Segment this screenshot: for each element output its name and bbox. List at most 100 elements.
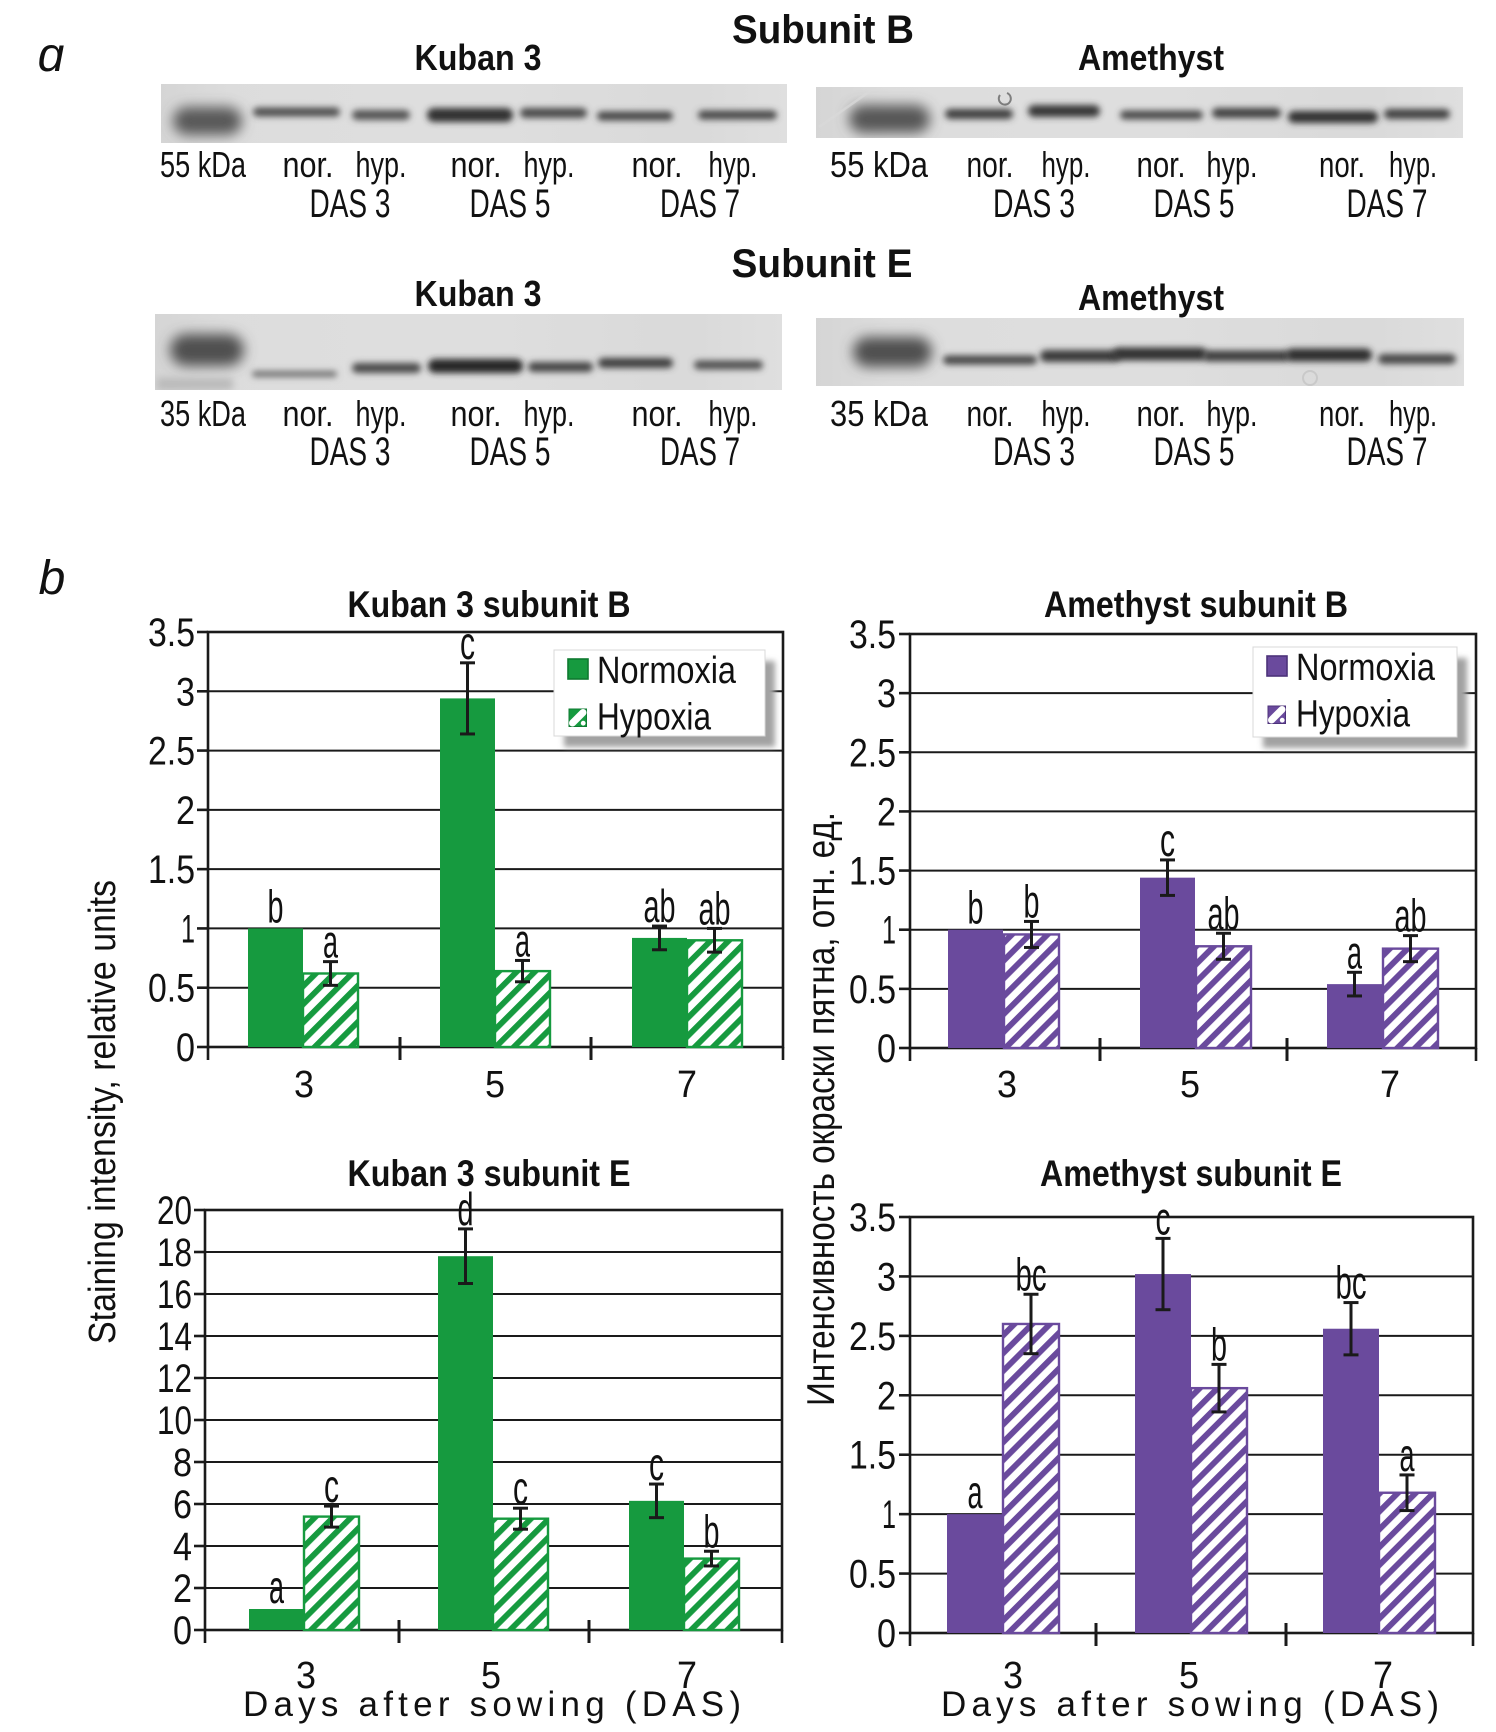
svg-text:5: 5	[1179, 1655, 1199, 1697]
svg-text:DAS 7: DAS 7	[660, 430, 740, 474]
svg-text:nor.: nor.	[1137, 144, 1186, 185]
svg-text:bc: bc	[1336, 1257, 1367, 1309]
svg-text:0.5: 0.5	[148, 967, 195, 1011]
svg-text:0: 0	[176, 1026, 195, 1070]
svg-text:0: 0	[877, 1612, 896, 1656]
svg-text:7: 7	[677, 1064, 697, 1106]
svg-text:ab: ab	[1208, 887, 1240, 939]
svg-text:Normoxia: Normoxia	[1296, 647, 1436, 689]
svg-text:ɑ: ɑ	[38, 29, 65, 82]
svg-text:nor.: nor.	[283, 393, 334, 434]
svg-text:hyp.: hyp.	[524, 144, 575, 185]
svg-text:b: b	[1211, 1318, 1227, 1370]
svg-text:5: 5	[1180, 1064, 1200, 1106]
svg-text:3: 3	[997, 1064, 1017, 1106]
svg-text:d: d	[458, 1183, 474, 1235]
svg-text:16: 16	[157, 1273, 192, 1317]
svg-text:20: 20	[157, 1189, 192, 1233]
svg-text:DAS 3: DAS 3	[310, 430, 391, 474]
svg-text:hyp.: hyp.	[709, 393, 758, 434]
svg-text:18: 18	[157, 1231, 192, 1275]
svg-text:Amethyst: Amethyst	[1078, 277, 1224, 318]
svg-text:6: 6	[173, 1483, 192, 1527]
svg-text:ab: ab	[1395, 890, 1427, 942]
svg-text:b: b	[704, 1505, 720, 1557]
svg-text:nor.: nor.	[632, 393, 683, 434]
svg-text:Kuban 3 subunit B: Kuban 3 subunit B	[348, 584, 631, 625]
svg-text:Kuban 3: Kuban 3	[415, 37, 542, 78]
svg-text:8: 8	[173, 1441, 192, 1485]
svg-text:3: 3	[294, 1064, 314, 1106]
svg-text:7: 7	[1380, 1064, 1400, 1106]
svg-text:DAS 3: DAS 3	[310, 182, 391, 226]
svg-text:DAS 7: DAS 7	[660, 182, 740, 226]
svg-text:Kuban 3 subunit E: Kuban 3 subunit E	[348, 1153, 631, 1194]
svg-text:hyp.: hyp.	[356, 393, 407, 434]
svg-text:nor.: nor.	[451, 144, 502, 185]
svg-text:nor.: nor.	[451, 393, 502, 434]
svg-text:c: c	[1160, 814, 1175, 866]
svg-text:a: a	[323, 916, 338, 968]
svg-text:3.5: 3.5	[849, 1196, 896, 1240]
svg-text:3: 3	[877, 672, 896, 716]
svg-text:c: c	[513, 1462, 528, 1514]
svg-text:Subunit B: Subunit B	[732, 8, 914, 52]
svg-text:1: 1	[882, 1493, 896, 1537]
svg-text:14: 14	[157, 1315, 192, 1359]
svg-text:0: 0	[877, 1027, 896, 1071]
svg-text:0.5: 0.5	[849, 1553, 896, 1597]
svg-text:nor.: nor.	[1137, 393, 1186, 434]
svg-text:Subunit E: Subunit E	[732, 242, 913, 286]
svg-text:hyp.: hyp.	[1389, 393, 1437, 434]
svg-text:DAS 7: DAS 7	[1347, 430, 1428, 474]
svg-text:1: 1	[181, 907, 195, 951]
svg-text:DAS 3: DAS 3	[993, 430, 1075, 474]
svg-text:Amethyst subunit B: Amethyst subunit B	[1044, 584, 1348, 625]
svg-text:b: b	[1024, 875, 1040, 927]
svg-text:Amethyst: Amethyst	[1078, 37, 1224, 78]
svg-text:nor.: nor.	[283, 144, 334, 185]
svg-text:DAS 5: DAS 5	[470, 182, 551, 226]
svg-text:Hypoxia: Hypoxia	[1296, 694, 1411, 736]
svg-text:2: 2	[176, 789, 195, 833]
svg-text:nor.: nor.	[632, 144, 683, 185]
svg-text:2: 2	[877, 790, 896, 834]
svg-text:hyp.: hyp.	[1207, 393, 1258, 434]
svg-text:10: 10	[157, 1399, 192, 1443]
svg-text:7: 7	[677, 1655, 697, 1697]
svg-text:3: 3	[176, 670, 195, 714]
svg-text:35 kDa: 35 kDa	[160, 393, 247, 434]
svg-text:b: b	[968, 882, 984, 934]
svg-text:hyp.: hyp.	[1042, 144, 1091, 185]
svg-text:12: 12	[157, 1357, 192, 1401]
svg-text:7: 7	[1373, 1655, 1393, 1697]
svg-text:Staining intensity, relative u: Staining intensity, relative units	[82, 880, 124, 1344]
svg-text:a: a	[269, 1561, 284, 1613]
svg-text:b: b	[39, 552, 66, 605]
svg-text:nor.: nor.	[1319, 393, 1365, 434]
svg-text:a: a	[1347, 926, 1362, 978]
svg-text:55 kDa: 55 kDa	[830, 144, 929, 185]
svg-text:DAS 5: DAS 5	[1154, 182, 1235, 226]
svg-text:1.5: 1.5	[849, 850, 896, 894]
svg-text:0.5: 0.5	[849, 968, 896, 1012]
svg-text:2.5: 2.5	[849, 1315, 896, 1359]
svg-text:a: a	[515, 914, 530, 966]
svg-text:1.5: 1.5	[849, 1434, 896, 1478]
svg-text:Kuban 3: Kuban 3	[415, 273, 542, 314]
svg-text:hyp.: hyp.	[356, 144, 407, 185]
svg-text:DAS 7: DAS 7	[1347, 182, 1428, 226]
svg-text:Hypoxia: Hypoxia	[597, 697, 712, 739]
svg-text:nor.: nor.	[967, 393, 1014, 434]
svg-text:1.5: 1.5	[148, 848, 195, 892]
svg-text:nor.: nor.	[1319, 144, 1365, 185]
svg-text:c: c	[649, 1438, 664, 1490]
svg-text:c: c	[1156, 1192, 1171, 1244]
svg-text:35 kDa: 35 kDa	[830, 393, 929, 434]
svg-text:DAS 5: DAS 5	[470, 430, 551, 474]
svg-text:3: 3	[1003, 1655, 1023, 1697]
svg-text:ab: ab	[644, 880, 676, 932]
svg-text:hyp.: hyp.	[524, 393, 575, 434]
svg-text:a: a	[1400, 1429, 1415, 1481]
svg-text:Days after sowing (DAS): Days after sowing (DAS)	[941, 1685, 1439, 1724]
